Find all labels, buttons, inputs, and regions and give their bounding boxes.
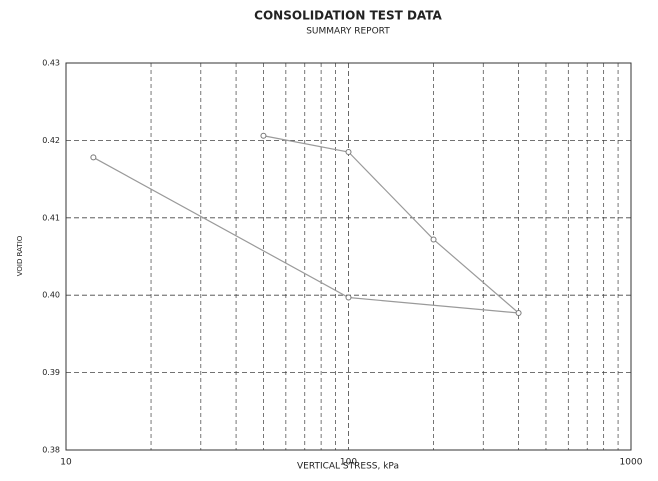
y-axis-label: VOID RATIO <box>16 235 24 276</box>
data-point <box>515 310 522 317</box>
data-point <box>430 236 437 243</box>
y-tick-label: 0.43 <box>42 59 60 68</box>
chart-subtitle: SUMMARY REPORT <box>306 27 390 37</box>
data-line <box>93 135 521 314</box>
x-tick-label: 1000 <box>620 458 643 468</box>
y-tick-label: 0.40 <box>42 291 60 300</box>
y-tick-label: 0.41 <box>42 213 60 222</box>
data-point <box>345 294 352 301</box>
x-tick-label: 100 <box>340 458 357 468</box>
y-tick-label: 0.38 <box>42 446 60 455</box>
y-tick-label: 0.42 <box>42 136 60 145</box>
plot-frame <box>65 62 632 451</box>
chart-title: CONSOLIDATION TEST DATA <box>254 9 442 23</box>
data-point <box>345 149 352 156</box>
data-point <box>90 154 97 161</box>
x-axis-label: VERTICAL STRESS, kPa <box>297 462 399 472</box>
x-tick-label: 10 <box>60 458 72 468</box>
data-point <box>260 132 267 139</box>
y-tick-label: 0.39 <box>42 368 60 377</box>
